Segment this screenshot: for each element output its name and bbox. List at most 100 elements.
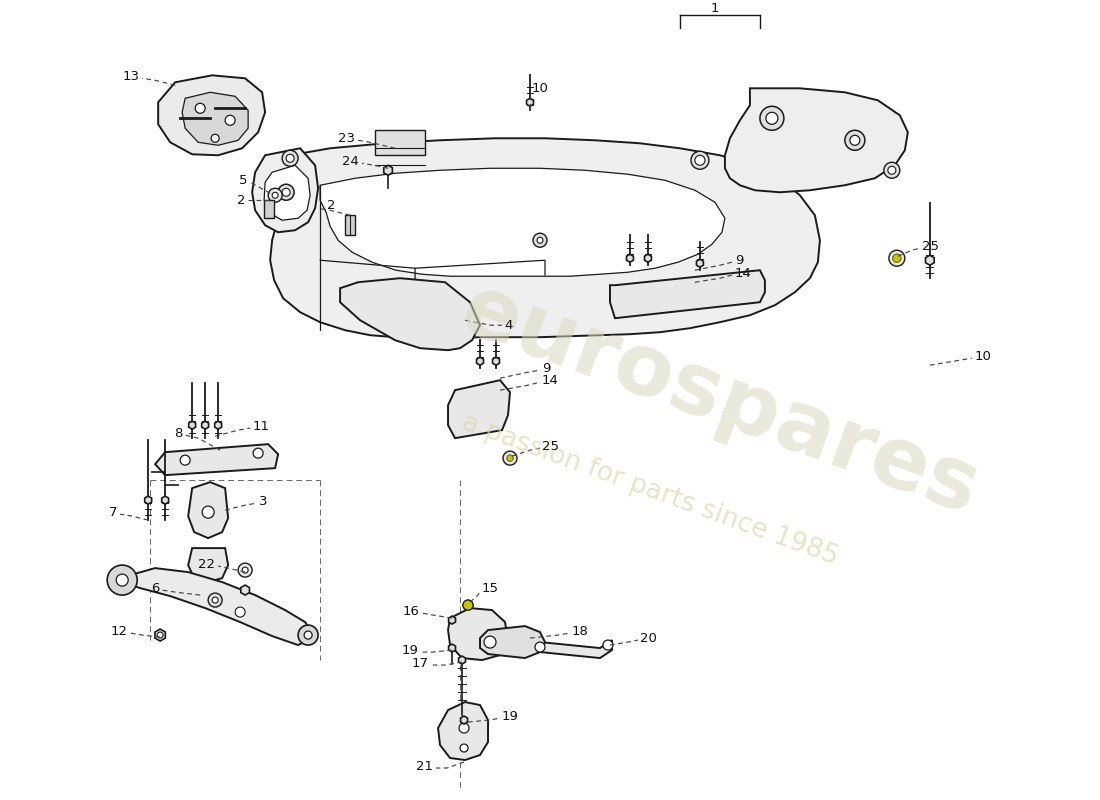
Circle shape bbox=[507, 455, 513, 461]
Circle shape bbox=[484, 636, 496, 648]
Polygon shape bbox=[271, 138, 820, 338]
Text: 3: 3 bbox=[260, 494, 267, 508]
Polygon shape bbox=[384, 166, 393, 175]
Text: 10: 10 bbox=[975, 350, 992, 362]
Polygon shape bbox=[189, 421, 196, 429]
Circle shape bbox=[463, 600, 473, 610]
Text: 2: 2 bbox=[236, 194, 245, 206]
Circle shape bbox=[889, 250, 905, 266]
Text: 8: 8 bbox=[174, 426, 183, 440]
Polygon shape bbox=[696, 259, 703, 267]
Polygon shape bbox=[214, 421, 221, 429]
Text: 11: 11 bbox=[252, 420, 270, 433]
Text: 25: 25 bbox=[542, 440, 559, 453]
Polygon shape bbox=[264, 166, 310, 220]
Text: 2: 2 bbox=[327, 198, 336, 212]
Circle shape bbox=[298, 625, 318, 645]
Circle shape bbox=[242, 567, 249, 573]
Polygon shape bbox=[118, 568, 312, 645]
Circle shape bbox=[272, 192, 278, 198]
Circle shape bbox=[850, 135, 860, 146]
Polygon shape bbox=[145, 496, 152, 504]
Polygon shape bbox=[448, 380, 510, 438]
Polygon shape bbox=[610, 270, 764, 318]
Text: 19: 19 bbox=[402, 643, 418, 657]
Text: 25: 25 bbox=[922, 240, 938, 253]
Polygon shape bbox=[188, 482, 228, 538]
Circle shape bbox=[157, 632, 163, 638]
Circle shape bbox=[282, 150, 298, 166]
Polygon shape bbox=[449, 616, 455, 624]
Text: 19: 19 bbox=[502, 710, 519, 722]
Polygon shape bbox=[476, 357, 484, 365]
Polygon shape bbox=[459, 656, 465, 664]
Text: 13: 13 bbox=[122, 70, 140, 83]
Text: 16: 16 bbox=[403, 605, 419, 618]
Circle shape bbox=[888, 166, 895, 174]
Circle shape bbox=[503, 451, 517, 465]
Text: 12: 12 bbox=[110, 625, 128, 638]
Circle shape bbox=[107, 565, 138, 595]
Polygon shape bbox=[320, 168, 725, 276]
Polygon shape bbox=[158, 75, 265, 155]
Polygon shape bbox=[725, 88, 907, 192]
Text: eurospares: eurospares bbox=[450, 268, 990, 532]
Polygon shape bbox=[449, 644, 455, 652]
Circle shape bbox=[212, 597, 218, 603]
Circle shape bbox=[268, 188, 282, 202]
Polygon shape bbox=[241, 585, 250, 595]
Circle shape bbox=[845, 130, 865, 150]
Polygon shape bbox=[645, 254, 651, 262]
Text: 5: 5 bbox=[239, 174, 248, 186]
Text: 1: 1 bbox=[711, 2, 719, 15]
Circle shape bbox=[603, 640, 613, 650]
Circle shape bbox=[766, 112, 778, 124]
Polygon shape bbox=[155, 629, 165, 641]
Circle shape bbox=[466, 603, 470, 607]
Polygon shape bbox=[340, 278, 480, 350]
Polygon shape bbox=[461, 716, 468, 724]
Circle shape bbox=[208, 593, 222, 607]
Circle shape bbox=[117, 574, 129, 586]
Circle shape bbox=[460, 744, 467, 752]
Circle shape bbox=[226, 115, 235, 126]
Text: 24: 24 bbox=[342, 154, 359, 168]
Text: 20: 20 bbox=[640, 631, 657, 645]
Polygon shape bbox=[201, 421, 209, 429]
Circle shape bbox=[534, 234, 547, 247]
Polygon shape bbox=[188, 548, 228, 582]
Bar bbox=[375, 130, 425, 155]
Circle shape bbox=[695, 155, 705, 166]
Text: 7: 7 bbox=[109, 506, 118, 518]
Text: 23: 23 bbox=[338, 132, 355, 145]
Circle shape bbox=[691, 151, 708, 170]
Bar bbox=[264, 200, 274, 218]
Circle shape bbox=[884, 162, 900, 178]
Circle shape bbox=[535, 642, 544, 652]
Text: 9: 9 bbox=[542, 362, 550, 374]
Circle shape bbox=[893, 254, 901, 262]
Text: 15: 15 bbox=[482, 582, 499, 594]
Polygon shape bbox=[493, 357, 499, 365]
Polygon shape bbox=[162, 496, 168, 504]
Circle shape bbox=[278, 184, 294, 200]
Circle shape bbox=[760, 106, 784, 130]
Text: 4: 4 bbox=[504, 318, 513, 332]
Polygon shape bbox=[527, 98, 534, 106]
Polygon shape bbox=[252, 148, 318, 232]
Circle shape bbox=[282, 188, 290, 196]
Text: 17: 17 bbox=[412, 657, 429, 670]
Polygon shape bbox=[438, 702, 488, 760]
Circle shape bbox=[893, 254, 901, 262]
Text: 9: 9 bbox=[735, 254, 744, 266]
Text: 10: 10 bbox=[532, 82, 549, 95]
Circle shape bbox=[235, 607, 245, 617]
Text: 14: 14 bbox=[735, 266, 751, 280]
Circle shape bbox=[304, 631, 312, 639]
Bar bbox=[345, 215, 355, 235]
Polygon shape bbox=[183, 92, 249, 146]
Circle shape bbox=[202, 506, 215, 518]
Circle shape bbox=[459, 723, 469, 733]
Text: 18: 18 bbox=[572, 625, 588, 638]
Polygon shape bbox=[925, 255, 934, 266]
